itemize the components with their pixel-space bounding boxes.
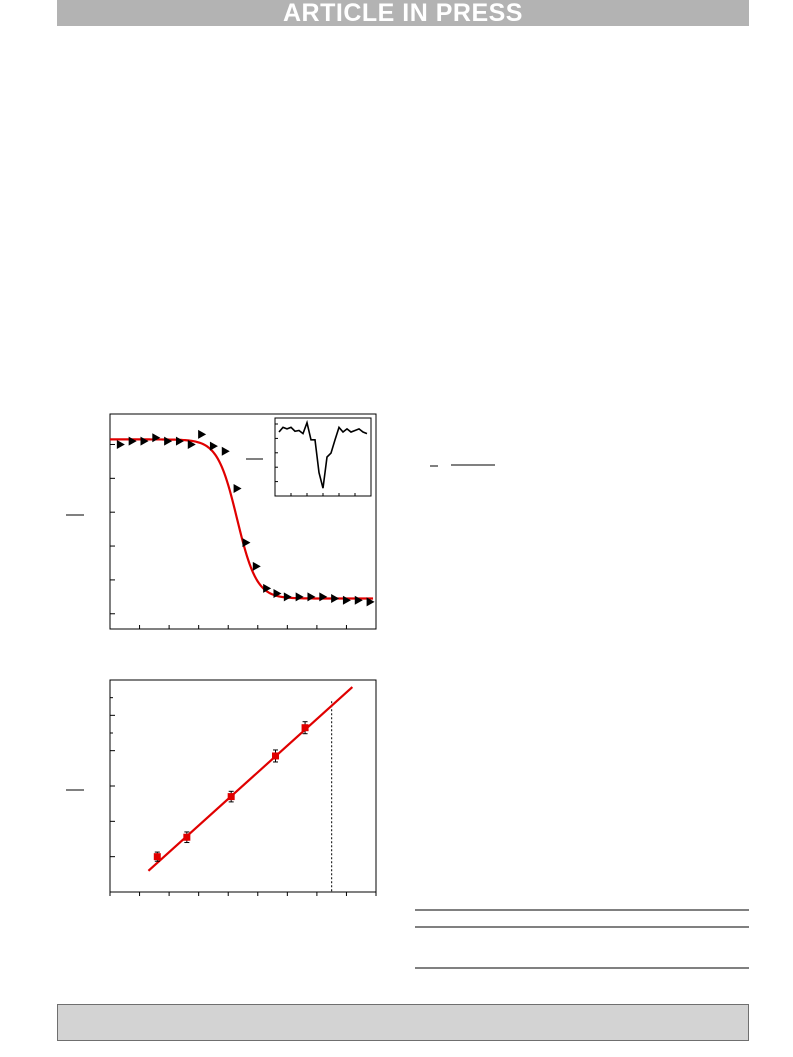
data-point — [307, 592, 316, 602]
data-point — [272, 752, 280, 760]
data-point — [187, 439, 196, 449]
data-point — [175, 436, 184, 446]
data-point — [331, 594, 340, 604]
chart-a-ticks — [109, 443, 377, 629]
data-point — [164, 436, 173, 446]
data-point — [366, 597, 375, 607]
data-point — [221, 446, 230, 456]
data-point — [227, 793, 235, 801]
data-point — [301, 724, 309, 732]
data-point — [263, 583, 272, 593]
chart-b-ticks — [109, 697, 377, 896]
data-point — [354, 595, 363, 605]
data-point — [319, 592, 328, 602]
inset-ticks — [274, 423, 372, 497]
data-point — [252, 561, 261, 571]
inset-line — [278, 419, 368, 489]
data-point — [128, 436, 137, 446]
data-point — [273, 588, 282, 598]
chart-a-frame — [109, 413, 377, 630]
linear-fit-line — [147, 686, 354, 872]
data-point — [198, 429, 207, 439]
data-point — [183, 833, 191, 841]
data-point — [152, 433, 161, 443]
citation-box — [57, 1004, 749, 1041]
data-point — [209, 441, 218, 451]
chart-b-points — [153, 721, 309, 862]
article-in-press-banner: ARTICLE IN PRESS — [57, 0, 749, 26]
data-point — [116, 439, 125, 449]
sigmoid-chart — [66, 413, 377, 630]
data-point — [283, 592, 292, 602]
chart-a-inset — [246, 417, 372, 497]
inset-series — [278, 419, 368, 489]
linear-chart — [66, 679, 377, 896]
data-point — [140, 436, 149, 446]
data-point — [342, 595, 351, 605]
data-point — [233, 483, 242, 493]
data-point — [153, 853, 161, 861]
data-point — [295, 592, 304, 602]
data-point — [242, 538, 251, 548]
chart-a-points — [116, 429, 375, 607]
sigmoid-fit-curve — [110, 438, 374, 600]
